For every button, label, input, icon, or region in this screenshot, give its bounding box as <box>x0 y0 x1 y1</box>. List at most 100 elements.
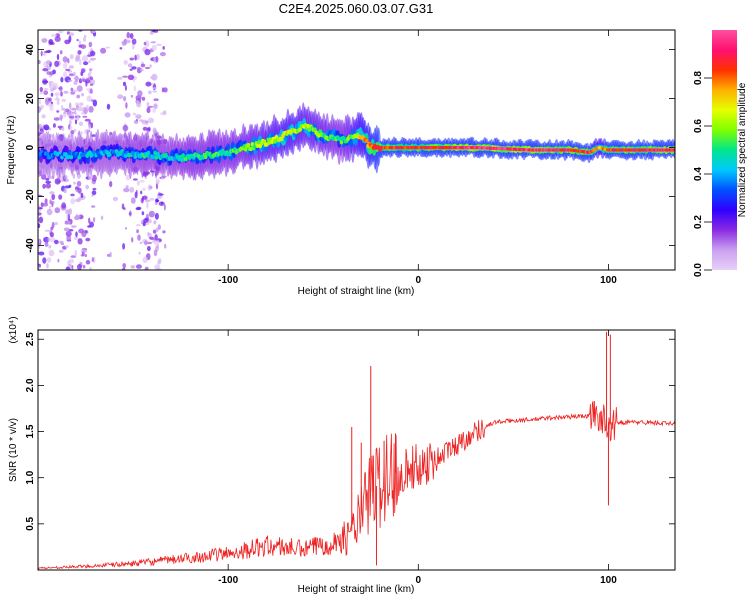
spectrogram-noise-cell <box>51 193 56 201</box>
spectrogram-noise-cell <box>129 68 133 71</box>
snr-x-axis-label: Height of straight line (km) <box>298 584 415 595</box>
spectrogram-noise-cell <box>88 217 91 224</box>
spectrogram-noise-cell <box>47 66 52 70</box>
snr-x-tick-label: 0 <box>416 575 422 586</box>
spectrogram-noise-cell <box>131 38 137 45</box>
spectrogram-noise-cell <box>76 264 82 270</box>
spectrogram-noise-cell <box>145 40 150 48</box>
spectrogram-noise-cell <box>131 66 137 70</box>
spectrogram-noise-cell <box>148 210 155 218</box>
spectrogram-ridge-cell <box>250 142 255 147</box>
spectrogram-noise-cell <box>60 76 64 83</box>
snr-y-tick-label: 1.5 <box>25 424 36 438</box>
spectrogram-noise-cell <box>45 180 52 184</box>
spectrogram-noise-cell <box>136 53 140 60</box>
spectrogram-noise-cell <box>42 80 49 84</box>
spectrogram-noise-cell <box>91 174 97 182</box>
spectrogram-noise-cell <box>132 112 136 116</box>
spectrogram-noise-cell <box>153 220 157 225</box>
spectrogram-noise-cell <box>50 232 54 238</box>
snr-plot-area <box>38 330 675 570</box>
spectrogram-noise-cell <box>81 93 84 97</box>
spectrogram-noise-cell <box>58 85 63 92</box>
spectrogram-noise-cell <box>47 237 51 242</box>
spectrogram-noise-cell <box>139 179 145 183</box>
spectrogram-noise-cell <box>124 112 131 118</box>
spectrogram-noise-cell <box>48 245 52 249</box>
spectrogram-noise-cell <box>41 114 46 119</box>
spectrogram-noise-cell <box>60 116 63 122</box>
spectrogram-noise-cell <box>89 221 94 228</box>
spectrogram-noise-cell <box>100 215 104 220</box>
spectrogram-noise-cell <box>89 88 93 94</box>
spectrogram-noise-cell <box>54 60 60 67</box>
spectrogram-noise-cell <box>163 110 167 115</box>
spectrogram-noise-cell <box>141 96 146 101</box>
spectrogram-noise-cell <box>60 243 64 245</box>
spectrogram-noise-cell <box>137 90 143 97</box>
spectrogram-noise-cell <box>47 103 54 107</box>
spectrogram-noise-cell <box>39 92 43 95</box>
spectrogram-noise-cell <box>69 102 72 110</box>
spectrogram-noise-cell <box>77 106 83 112</box>
spectrogram-noise-cell <box>105 46 110 49</box>
spectrogram-noise-cell <box>82 37 87 42</box>
spectrogram-heatmap <box>38 30 675 270</box>
spectrogram-y-ticks: -40 -20 0 20 40 <box>25 44 675 253</box>
spectrogram-noise-cell <box>127 63 133 68</box>
spectrogram-noise-cell <box>153 98 159 101</box>
spectrogram-noise-cell <box>147 232 150 236</box>
spectrogram-ridge-cell <box>69 155 74 160</box>
colorbar: 0.0 0.2 0.4 0.6 0.8 Normalized spectral ampl… <box>693 30 748 277</box>
spectrogram-noise-cell <box>42 257 47 264</box>
spectrogram-noise-cell <box>68 263 72 268</box>
spectrogram-noise-cell <box>135 264 142 269</box>
spectrogram-noise-cell <box>155 227 159 233</box>
spectrogram-noise-cell <box>90 57 97 61</box>
spectrogram-noise-cell <box>56 53 60 61</box>
spectrogram-noise-cell <box>164 243 167 249</box>
spectrogram-noise-cell <box>63 111 67 115</box>
spectrogram-noise-cell <box>54 221 58 226</box>
spectrogram-noise-cell <box>109 181 113 188</box>
spectrogram-ridge-cell <box>298 127 303 132</box>
spectrogram-noise-cell <box>45 50 52 53</box>
spectrogram-noise-cell <box>143 41 147 46</box>
snr-x-tick-label: 100 <box>600 575 617 586</box>
spectrogram-noise-cell <box>63 71 68 78</box>
spectrogram-noise-cell <box>152 90 157 93</box>
spectrogram-panel: -100 0 100 -40 -20 0 20 40 Height of straight … <box>6 29 676 297</box>
spectrogram-noise-cell <box>140 63 146 68</box>
spectrogram-noise-cell <box>149 64 152 68</box>
spectrogram-noise-cell <box>53 117 60 121</box>
spectrogram-noise-cell <box>152 87 157 90</box>
spectrogram-noise-cell <box>74 56 80 62</box>
spectrogram-noise-cell <box>64 185 71 189</box>
spectrogram-noise-cell <box>130 265 136 269</box>
spectrogram-noise-cell <box>54 92 60 97</box>
spectrogram-noise-cell <box>63 227 70 232</box>
spectrogram-noise-cell <box>49 81 52 89</box>
spectrogram-noise-cell <box>91 99 94 102</box>
spectrogram-noise-cell <box>86 95 92 102</box>
spectrogram-noise-cell <box>75 119 77 125</box>
spectrogram-noise-cell <box>70 91 76 95</box>
spectrogram-noise-cell <box>48 39 54 45</box>
spectrogram-noise-cell <box>123 60 128 65</box>
spectrogram-noise-cell <box>62 62 68 69</box>
spectrogram-y-axis-label: Frequency (Hz) <box>6 116 17 185</box>
snr-x-ticks: -100 0 100 <box>218 330 617 586</box>
spectrogram-noise-cell <box>148 218 152 224</box>
spectrogram-noise-cell <box>84 253 88 258</box>
spectrogram-noise-cell <box>83 61 89 66</box>
spectrogram-ridge-cell <box>255 143 260 148</box>
spectrogram-noise-cell <box>76 114 80 121</box>
spectrogram-noise-cell <box>122 81 127 87</box>
spectrogram-ridge-cell <box>365 138 369 144</box>
spectrogram-noise-cell <box>144 240 148 246</box>
spectrogram-noise-cell <box>144 199 151 203</box>
spectrogram-noise-cell <box>42 183 46 189</box>
spectrogram-noise-cell <box>158 258 162 264</box>
spectrogram-noise-cell <box>71 111 76 114</box>
spectrogram-noise-cell <box>88 68 93 71</box>
